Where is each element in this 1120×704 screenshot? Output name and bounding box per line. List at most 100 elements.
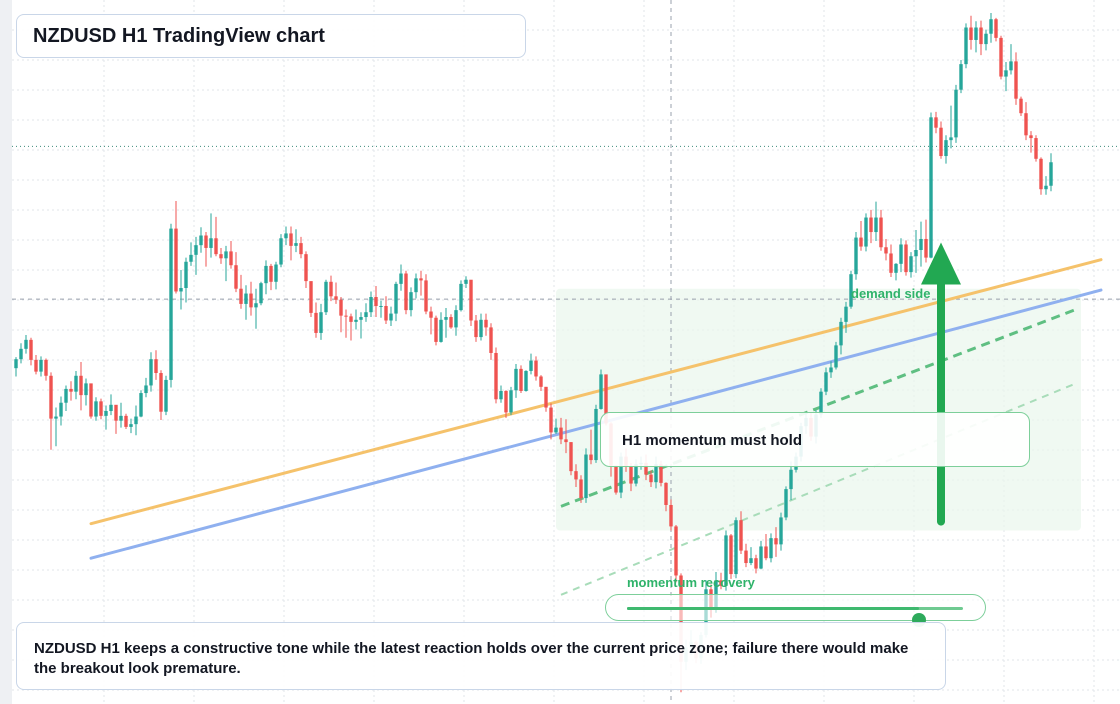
candle-body: [29, 339, 33, 360]
candle-body: [189, 254, 193, 262]
candle-body: [44, 359, 48, 376]
candle-body: [659, 464, 663, 483]
candle-body: [984, 33, 988, 45]
candle-body: [654, 464, 658, 483]
candle-body: [99, 401, 103, 416]
candle-body: [84, 383, 88, 396]
candle-body: [219, 254, 223, 259]
candle-body: [119, 415, 123, 421]
candle-body: [234, 265, 238, 289]
candle-body: [429, 311, 433, 318]
candle-body: [434, 317, 438, 342]
candle-body: [779, 517, 783, 545]
candle-body: [579, 479, 583, 499]
candle-body: [154, 359, 158, 374]
candle-body: [869, 217, 873, 233]
candle-body: [604, 374, 608, 424]
candle-body: [314, 312, 318, 333]
candle-body: [664, 482, 668, 505]
candle-body: [504, 390, 508, 413]
momentum-label: momentum recovery: [627, 575, 755, 590]
candle-body: [989, 19, 993, 34]
candle-body: [1044, 185, 1048, 190]
candle-body: [539, 376, 543, 387]
candle-body: [344, 315, 348, 317]
candle-body: [479, 319, 483, 338]
candle-body: [249, 293, 253, 308]
candle-body: [304, 254, 308, 282]
channel-line-light: [560, 382, 1077, 596]
candle-body: [589, 454, 593, 461]
candle-body: [354, 319, 358, 322]
candle-body: [569, 442, 573, 472]
candle-body: [859, 237, 863, 247]
candle-body: [209, 238, 213, 248]
slider-track[interactable]: [627, 607, 963, 627]
momentum-callout: H1 momentum must hold: [600, 412, 1030, 467]
candle-body: [999, 37, 1003, 77]
candle-body: [104, 411, 108, 416]
candle-body: [919, 238, 923, 251]
analysis-text: NZDUSD H1 keeps a constructive tone whil…: [34, 640, 909, 677]
candle-body: [834, 345, 838, 368]
candle-body: [409, 292, 413, 311]
candle-body: [34, 359, 38, 372]
candle-body: [994, 19, 998, 38]
candle-body: [564, 439, 568, 443]
candle-body: [109, 404, 113, 412]
candle-body: [939, 127, 943, 157]
candle-body: [399, 273, 403, 284]
candle-body: [974, 27, 978, 40]
candle-body: [269, 265, 273, 282]
candle-body: [469, 279, 473, 321]
candle-body: [854, 237, 858, 275]
candle-body: [394, 283, 398, 314]
candle-body: [649, 474, 653, 483]
candle-body: [619, 456, 623, 493]
candle-body: [599, 374, 603, 409]
candle-body: [199, 235, 203, 246]
candle-body: [499, 390, 503, 400]
candle-body: [69, 388, 73, 392]
candle-body: [674, 526, 678, 576]
candle-body: [149, 359, 153, 386]
candle-body: [329, 281, 333, 297]
candle-body: [319, 312, 323, 333]
slider-fill: [627, 607, 920, 610]
candle-body: [864, 217, 868, 247]
candle-body: [829, 367, 833, 373]
candle-body: [194, 245, 198, 255]
candle-body: [449, 317, 453, 328]
candle-body: [94, 401, 98, 417]
candle-body: [414, 278, 418, 293]
candle-body: [384, 305, 388, 321]
candle-body: [529, 360, 533, 371]
candle-body: [1039, 158, 1043, 190]
candle-body: [439, 319, 443, 342]
candle-body: [159, 373, 163, 412]
candle-body: [904, 244, 908, 273]
candle-body: [289, 233, 293, 246]
demand-zone: [556, 288, 1081, 531]
candle-body: [584, 454, 588, 499]
candle-body: [729, 535, 733, 575]
candle-body: [279, 238, 283, 265]
candle-body: [139, 393, 143, 417]
candle-body: [89, 383, 93, 417]
candle-body: [424, 280, 428, 312]
candle-body: [1014, 61, 1018, 99]
candle-body: [544, 386, 548, 408]
momentum-slider[interactable]: [605, 594, 986, 627]
candle-body: [259, 283, 263, 304]
candle-body: [484, 319, 488, 328]
candle-body: [924, 238, 928, 258]
candle-body: [39, 359, 43, 372]
candle-body: [324, 281, 328, 313]
candle-body: [184, 261, 188, 289]
arrow-up-icon: [921, 242, 961, 285]
candle-body: [1004, 70, 1008, 77]
candle-body: [359, 317, 363, 320]
candle-body: [634, 464, 638, 484]
